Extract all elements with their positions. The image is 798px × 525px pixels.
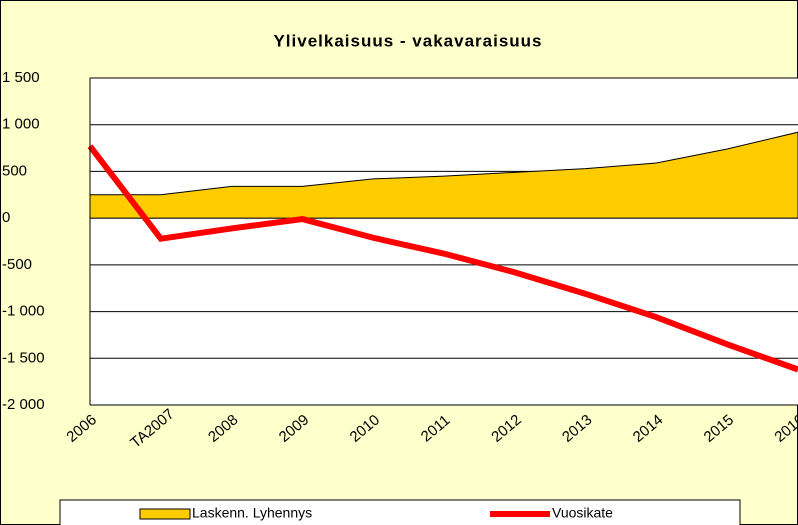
y-tick-label: -1 000 [2, 303, 45, 320]
y-tick-label: -1 500 [2, 349, 45, 366]
area [89, 131, 798, 219]
y-tick-label: 500 [2, 162, 27, 179]
y-tick-label: -500 [2, 256, 32, 273]
plot-area [90, 78, 798, 405]
y-tick-label: 0 [2, 209, 10, 226]
legend-label: Vuosikate [552, 505, 613, 521]
y-tick-label: -2 000 [2, 396, 45, 413]
y-tick-label: 1 000 [2, 116, 40, 133]
chart-title: Ylivelkaisuus - vakavaraisuus [273, 31, 542, 50]
line [87, 144, 798, 373]
legend-swatch [139, 508, 191, 520]
legend-label: Laskenn. Lyhennys [192, 505, 312, 521]
y-tick-label: 1 500 [2, 69, 40, 86]
